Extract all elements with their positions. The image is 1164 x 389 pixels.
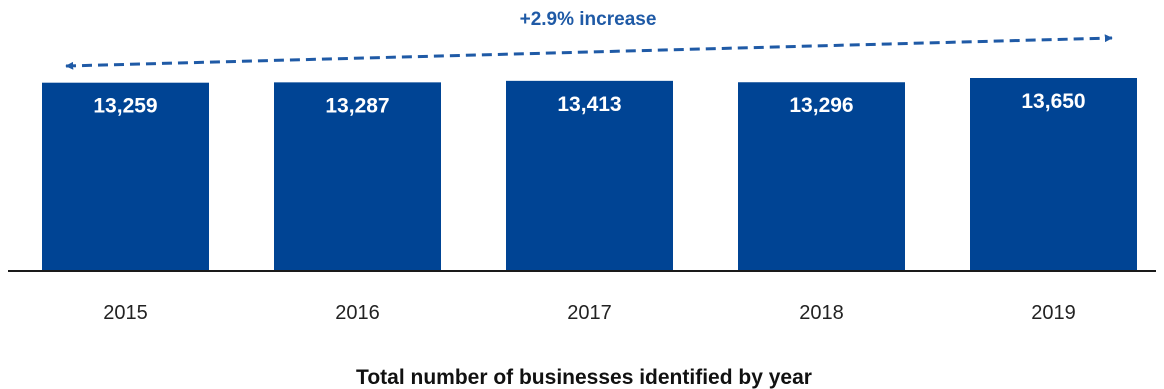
bar-value-label-2017: 13,413 (557, 93, 621, 116)
chart-title: Total number of businesses identified by… (356, 366, 812, 389)
bars-layer: 13,259 13,287 13,413 13,296 13,650 (42, 78, 1137, 271)
bar-2017 (506, 80, 673, 271)
x-tick-label-2018: 2018 (799, 302, 844, 324)
bar-2015 (42, 82, 209, 270)
bar-2019 (970, 78, 1137, 270)
x-axis-tick-labels: 2015 2016 2017 2018 2019 (103, 302, 1076, 324)
increase-annotation: +2.9% increase (520, 9, 657, 30)
x-tick-label-2015: 2015 (103, 302, 148, 324)
bar-value-label-2016: 13,287 (325, 94, 389, 117)
x-tick-label-2017: 2017 (567, 302, 612, 324)
bar-value-label-2015: 13,259 (93, 95, 157, 118)
increase-arrow (65, 34, 1113, 70)
bar-2018 (738, 82, 905, 270)
bar-2016 (274, 82, 441, 270)
x-tick-label-2019: 2019 (1031, 302, 1076, 324)
bar-value-label-2018: 13,296 (789, 94, 853, 117)
x-tick-label-2016: 2016 (335, 302, 380, 324)
bar-value-label-2019: 13,650 (1021, 90, 1085, 113)
